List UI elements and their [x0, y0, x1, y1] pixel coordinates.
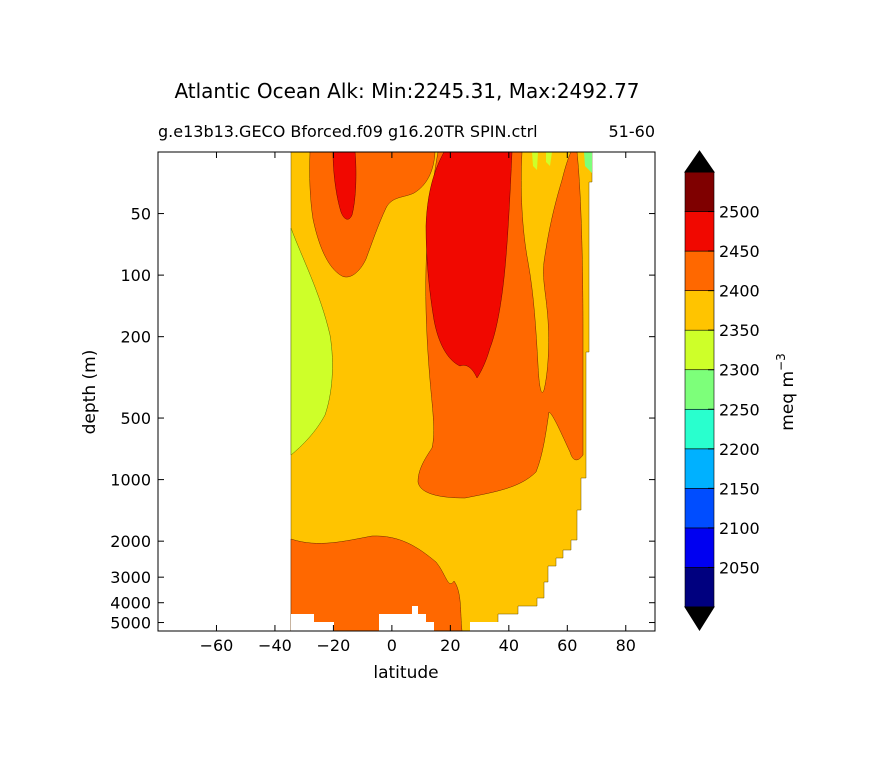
colorbar-tick-label: 2450: [719, 242, 760, 261]
x-axis-label: latitude: [373, 663, 438, 683]
surface-patch-north-2: [532, 152, 538, 170]
bathymetry-ridge: [379, 606, 434, 631]
colorbar-band: [684, 527, 715, 568]
y-tick-label: 2000: [110, 532, 151, 551]
x-axis: −60 −40 −20 0 20 40 60 80: [200, 152, 636, 655]
colorbar-band: [684, 290, 715, 331]
colorbar-label: meq m−3: [774, 353, 798, 430]
y-tick-label: 4000: [110, 594, 151, 613]
y-tick-label: 5000: [110, 614, 151, 633]
colorbar-extend-over: [684, 150, 715, 173]
colorbar-band: [684, 171, 715, 212]
y-tick-label: 200: [120, 328, 151, 347]
chart-title: Atlantic Ocean Alk: Min:2245.31, Max:249…: [174, 79, 639, 103]
y-axis-label: depth (m): [80, 350, 100, 435]
x-tick-label: −60: [200, 636, 234, 655]
colorbar-tick-label: 2100: [719, 519, 760, 538]
contour-band-2450-2500-south: [332, 152, 357, 220]
y-tick-label: 500: [120, 409, 151, 428]
x-tick-label: 60: [557, 636, 577, 655]
colorbar-tick-label: 2350: [719, 321, 760, 340]
x-tick-label: −40: [258, 636, 292, 655]
colorbar-tick-label: 2050: [719, 558, 760, 577]
colorbar-tick-label: 2300: [719, 361, 760, 380]
surface-patch-north: [584, 152, 592, 173]
colorbar-tick-label: 2500: [719, 203, 760, 222]
colorbar-extend-under: [684, 606, 715, 631]
bathymetry-south: [291, 614, 334, 631]
chart-subtitle-left: g.e13b13.GECO Bforced.f09 g16.20TR SPIN.…: [158, 122, 538, 141]
contour-band-2450-2500-north: [425, 152, 513, 379]
x-tick-label: 80: [616, 636, 636, 655]
surface-patch-north-3: [546, 152, 552, 166]
colorbar-band: [684, 250, 715, 291]
x-tick-label: 0: [387, 636, 397, 655]
y-tick-label: 100: [120, 266, 151, 285]
y-tick-label: 3000: [110, 568, 151, 587]
colorbar-label-exponent: −3: [774, 353, 788, 371]
plot-area: [290, 152, 593, 631]
colorbar-band: [684, 488, 715, 529]
colorbar-band: [684, 329, 715, 371]
colorbar-band: [684, 369, 715, 410]
y-tick-label: 1000: [110, 471, 151, 490]
colorbar: 2050 2100 2150 2200 2250 2300 2350 2400 2450 2500: [684, 150, 760, 631]
colorbar-tick-label: 2400: [719, 282, 760, 301]
colorbar-tick-label: 2250: [719, 400, 760, 419]
colorbar-band: [684, 567, 715, 608]
colorbar-tick-label: 2200: [719, 440, 760, 459]
colorbar-band: [684, 211, 715, 252]
plot-frame: [157, 151, 656, 632]
y-tick-label: 50: [131, 205, 151, 224]
chart-subtitle-right: 51-60: [609, 122, 656, 141]
colorbar-band: [684, 408, 715, 450]
x-tick-label: 20: [440, 636, 460, 655]
bathymetry-north: [470, 622, 500, 631]
colorbar-band: [684, 448, 715, 489]
colorbar-label-base: meq m: [778, 371, 798, 431]
x-tick-label: 40: [499, 636, 519, 655]
x-tick-label: −20: [317, 636, 351, 655]
contour-band-2400-2450-abyssal: [290, 535, 463, 631]
colorbar-tick-label: 2150: [719, 479, 760, 498]
contour-band-2300-2350-south: [290, 227, 333, 456]
